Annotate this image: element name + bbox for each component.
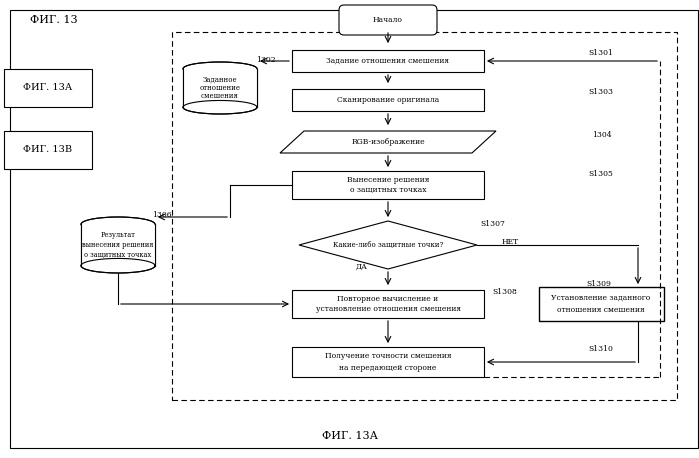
Text: Вынесение решения: Вынесение решения (347, 176, 429, 184)
Ellipse shape (183, 100, 257, 114)
Text: ФИГ. 13А: ФИГ. 13А (322, 431, 378, 441)
Text: RGB-изображение: RGB-изображение (351, 138, 425, 146)
Text: Сканирование оригинала: Сканирование оригинала (337, 96, 439, 104)
Ellipse shape (183, 62, 257, 76)
Text: ДА: ДА (356, 263, 368, 271)
Text: ФИГ. 13А: ФИГ. 13А (23, 83, 73, 93)
Text: Начало: Начало (373, 16, 403, 24)
FancyBboxPatch shape (292, 89, 484, 111)
Bar (183, 69, 257, 107)
Text: 1304: 1304 (592, 131, 612, 139)
FancyBboxPatch shape (292, 290, 484, 318)
Text: S1305: S1305 (588, 170, 613, 178)
Bar (81, 224, 155, 266)
Text: на передающей стороне: на передающей стороне (339, 364, 437, 372)
Text: ФИГ. 13В: ФИГ. 13В (24, 146, 73, 154)
Text: Повторное вычисление и: Повторное вычисление и (338, 295, 438, 303)
Text: ФИГ. 13: ФИГ. 13 (30, 15, 78, 25)
FancyBboxPatch shape (292, 347, 484, 377)
Text: 1306: 1306 (152, 211, 172, 219)
Text: S1307: S1307 (480, 220, 505, 228)
Text: о защитных точках: о защитных точках (350, 186, 426, 194)
Text: Задание отношения смешения: Задание отношения смешения (326, 57, 449, 65)
Bar (81, 224, 155, 266)
Text: установление отношения смешения: установление отношения смешения (315, 305, 461, 313)
Text: S1303: S1303 (588, 88, 613, 96)
FancyBboxPatch shape (339, 5, 437, 35)
Bar (183, 69, 257, 107)
Text: о защитных точках: о защитных точках (85, 251, 152, 259)
Text: НЕТ: НЕТ (502, 238, 519, 246)
Text: S1308: S1308 (492, 288, 517, 296)
Text: Заданное: Заданное (203, 76, 238, 84)
FancyBboxPatch shape (4, 69, 92, 107)
Text: отношения смешения: отношения смешения (557, 306, 644, 314)
Text: S1309: S1309 (586, 280, 612, 288)
Ellipse shape (81, 217, 155, 232)
Text: Установление заданного: Установление заданного (552, 294, 651, 302)
Text: отношение: отношение (199, 84, 240, 92)
Ellipse shape (81, 258, 155, 273)
FancyBboxPatch shape (538, 287, 663, 321)
FancyBboxPatch shape (4, 131, 92, 169)
Text: вынесения решения: вынесения решения (82, 241, 154, 249)
Text: смешения: смешения (201, 92, 239, 100)
Polygon shape (299, 221, 477, 269)
FancyBboxPatch shape (292, 171, 484, 199)
Text: Результат: Результат (101, 231, 136, 239)
Text: Какие-либо защитные точки?: Какие-либо защитные точки? (333, 241, 443, 249)
Text: Получение точности смешения: Получение точности смешения (325, 352, 452, 360)
Text: S1310: S1310 (588, 345, 613, 353)
Text: 1302: 1302 (256, 56, 275, 64)
FancyBboxPatch shape (292, 50, 484, 72)
Polygon shape (280, 131, 496, 153)
Text: S1301: S1301 (588, 49, 613, 57)
